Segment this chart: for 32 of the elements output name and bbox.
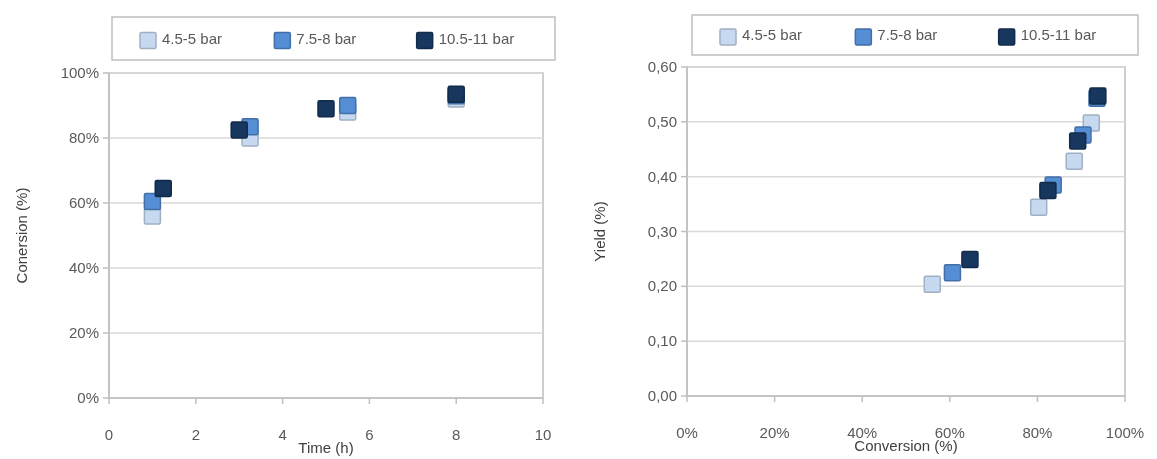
- x-tick-label: 20%: [759, 424, 790, 441]
- legend-label: 4.5-5 bar: [162, 29, 223, 47]
- x-tick-label: 80%: [1022, 424, 1053, 441]
- y-axis-title: Conersion (%): [13, 187, 30, 284]
- y-tick-label: 80%: [68, 129, 99, 146]
- x-axis-title: Time (h): [298, 439, 354, 456]
- y-axis-title: Yield (%): [591, 201, 608, 262]
- y-tick-label: 60%: [68, 194, 99, 211]
- legend-label: 10.5-11 bar: [1020, 26, 1097, 43]
- x-tick-label: 0%: [676, 424, 698, 441]
- y-tick-label: 40%: [68, 259, 99, 276]
- y-tick-label: 0%: [77, 389, 99, 406]
- x-tick-label: 10: [534, 426, 552, 443]
- x-tick-label: 100%: [1105, 424, 1145, 441]
- y-tick-label: 0,40: [647, 167, 677, 185]
- y-tick-label: 0,10: [647, 332, 677, 350]
- legend-label: 7.5-8 bar: [296, 29, 357, 47]
- y-tick-label: 0,50: [647, 112, 677, 130]
- x-tick-label: 0: [104, 426, 114, 443]
- y-tick-label: 0,00: [647, 387, 677, 404]
- y-tick-label: 0,60: [647, 58, 677, 75]
- y-tick-label: 0,20: [647, 277, 677, 295]
- legend-label: 10.5-11 bar: [438, 29, 515, 47]
- legend-label: 4.5-5 bar: [742, 26, 803, 43]
- y-tick-label: 20%: [68, 324, 99, 341]
- x-tick-label: 2: [191, 426, 200, 443]
- y-tick-label: 0,30: [647, 222, 677, 240]
- x-tick-label: 8: [452, 426, 461, 443]
- legend-label: 7.5-8 bar: [877, 26, 938, 43]
- x-tick-label: 4: [278, 426, 287, 443]
- x-tick-label: 6: [365, 426, 374, 443]
- y-tick-label: 100%: [60, 64, 99, 81]
